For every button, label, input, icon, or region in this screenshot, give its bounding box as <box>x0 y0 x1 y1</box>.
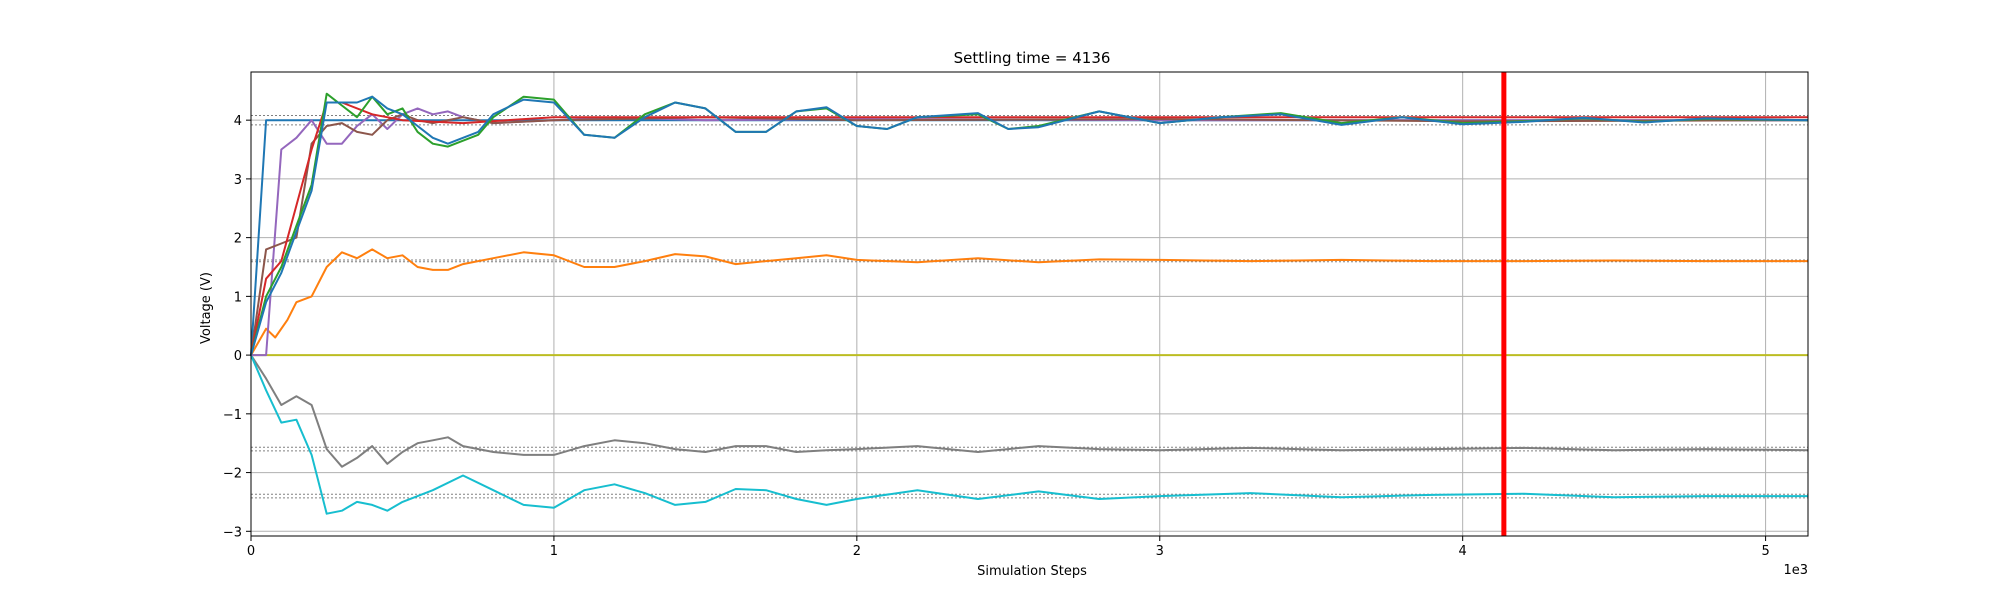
reference-lines <box>251 114 1808 499</box>
series-line-7 <box>250 113 1809 356</box>
y-axis-label: Voltage (V) <box>199 272 214 344</box>
series-line-10 <box>250 95 1809 356</box>
y-tick-label: −3 <box>223 525 242 540</box>
series-line-9 <box>250 92 1809 356</box>
y-tick-label: 1 <box>234 290 242 305</box>
x-tick-label: 4 <box>1459 544 1467 559</box>
plot-frame <box>250 71 1809 537</box>
x-scale-label: 1e3 <box>1783 563 1808 578</box>
grid <box>250 72 1808 536</box>
x-tick-label: 2 <box>853 544 861 559</box>
x-tick-label: 5 <box>1761 544 1769 559</box>
x-axis-label: Simulation Steps <box>977 564 1087 579</box>
series-line-4 <box>250 354 1809 468</box>
series-line-8 <box>250 101 1808 356</box>
y-tick-label: 0 <box>234 349 242 364</box>
y-tick-label: 3 <box>234 173 242 188</box>
y-tick-label: 4 <box>234 114 242 129</box>
x-tick-label: 3 <box>1156 544 1164 559</box>
series-line-5 <box>250 354 1808 515</box>
y-tick-label: 2 <box>234 232 242 247</box>
y-tick-label: −2 <box>223 467 242 482</box>
series-line-6 <box>251 107 1808 357</box>
x-tick-label: 0 <box>247 544 255 559</box>
series-line-3 <box>250 248 1808 356</box>
series-lines <box>250 92 1809 515</box>
x-tick-label: 1 <box>550 544 558 559</box>
y-tick-label: −1 <box>223 408 242 423</box>
axis-ticks: 0 1 2 3 4 5 −3 −2 −1 0 1 2 3 4 <box>223 114 1770 559</box>
chart-title: Settling time = 4136 <box>954 49 1111 67</box>
